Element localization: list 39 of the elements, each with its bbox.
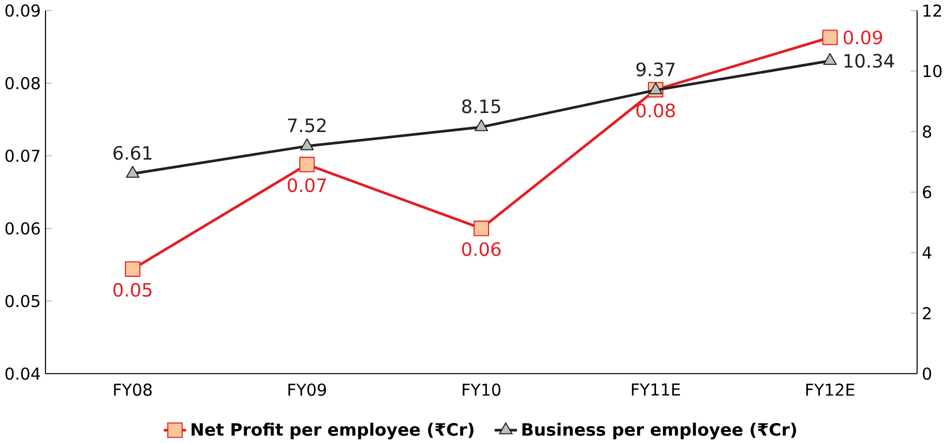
point — [822, 30, 838, 46]
data-label: 0.05 — [113, 282, 152, 297]
y-tick-label: 0.06 — [5, 222, 40, 235]
point — [648, 82, 662, 94]
data-label: 8.15 — [462, 99, 500, 114]
data-label: 7.52 — [288, 118, 326, 132]
y-tick-label: 0.05 — [5, 294, 40, 308]
point — [300, 138, 314, 150]
y2-tick-label: 8 — [922, 125, 932, 138]
point — [126, 166, 140, 178]
y-tick-label: 0.07 — [5, 150, 40, 162]
y-tick-label: 0.08 — [5, 77, 40, 90]
y2-tick-label: 6 — [922, 186, 932, 198]
x-tick-label: FY08 — [114, 384, 152, 396]
y2-tick-label: 12 — [924, 4, 941, 17]
y2-tick-label: 10 — [924, 64, 942, 78]
data-label: 0.06 — [462, 242, 501, 256]
y2-tick-label: 0 — [922, 368, 932, 380]
data-label: 0.08 — [636, 104, 675, 118]
point — [474, 119, 488, 132]
data-label: 9.37 — [636, 62, 675, 76]
point — [299, 156, 315, 172]
x-tick-label: FY10 — [462, 384, 500, 396]
point — [823, 53, 837, 65]
legend-label: Net Profit per employee (₹Cr) — [192, 422, 474, 440]
data-label: 10.34 — [844, 54, 894, 68]
data-label: 6.61 — [114, 146, 152, 160]
y2-tick-label: 4 — [922, 246, 932, 259]
y-tick-label: 0.09 — [5, 4, 40, 17]
y-tick-label: 0.04 — [5, 368, 40, 380]
data-label: 0.09 — [844, 30, 882, 44]
legend-label: Business per employee (₹Cr) — [522, 422, 796, 440]
x-tick-label: FY11E — [632, 384, 680, 396]
x-tick-label: FY09 — [288, 384, 326, 396]
data-label: 0.07 — [288, 178, 326, 192]
point — [474, 220, 490, 236]
y2-tick-label: 2 — [922, 307, 931, 320]
point — [124, 261, 140, 277]
x-tick-label: FY12E — [806, 384, 854, 396]
